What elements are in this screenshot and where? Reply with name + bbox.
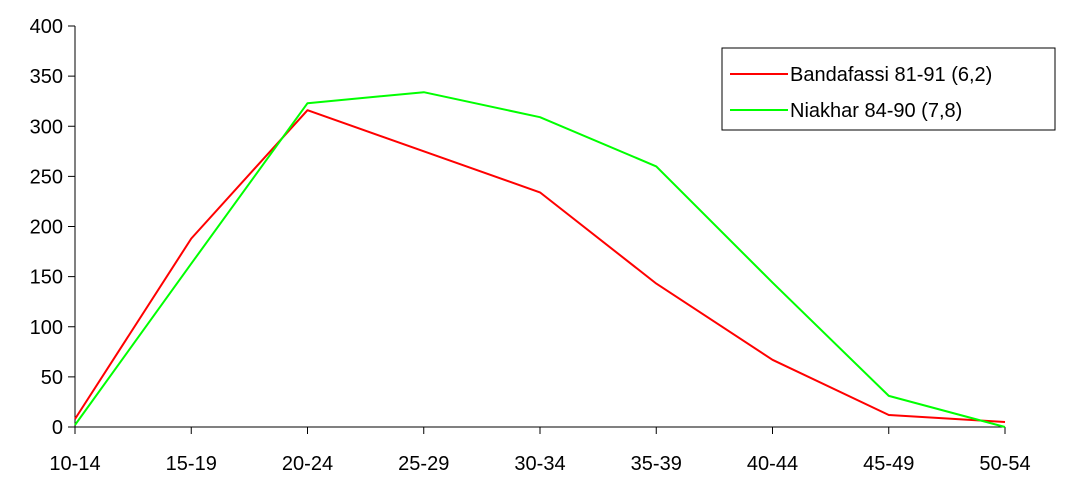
legend-label-1: Bandafassi 81-91 (6,2) (790, 64, 992, 86)
x-tick-label: 30-34 (514, 453, 565, 475)
series-lines (74, 91, 1006, 428)
y-tick-label: 0 (52, 417, 63, 439)
x-tick-label: 15-19 (166, 453, 217, 475)
y-tick-label: 50 (41, 367, 63, 389)
y-tick-label: 350 (30, 66, 63, 88)
x-tick-label: 35-39 (631, 453, 682, 475)
y-tick-label: 250 (30, 166, 63, 188)
series-line-2 (74, 91, 1006, 428)
x-tick-label: 20-24 (282, 453, 333, 475)
legend-label-2: Niakhar 84-90 (7,8) (790, 100, 962, 122)
y-tick-label: 400 (30, 16, 63, 38)
x-tick-label: 45-49 (863, 453, 914, 475)
y-tick-label: 300 (30, 116, 63, 138)
x-axis-ticks: 10-14 15-19 20-24 25-29 30-34 35-39 40-44 45-49… (49, 427, 1031, 475)
y-axis-ticks: 0 50 100 150 200 250 300 350 400 (30, 16, 75, 439)
legend-box (721, 47, 1056, 131)
y-tick-label: 100 (30, 317, 63, 339)
legend: Bandafassi 81-91 (6,2) Niakhar 84-90 (7,8… (721, 47, 1056, 131)
x-tick-label: 10-14 (49, 453, 100, 475)
x-tick-label: 40-44 (747, 453, 798, 475)
x-tick-label: 50-54 (979, 453, 1030, 475)
y-tick-label: 150 (30, 267, 63, 289)
series-line-1 (74, 109, 1006, 423)
x-tick-label: 25-29 (398, 453, 449, 475)
y-tick-label: 200 (30, 217, 63, 239)
